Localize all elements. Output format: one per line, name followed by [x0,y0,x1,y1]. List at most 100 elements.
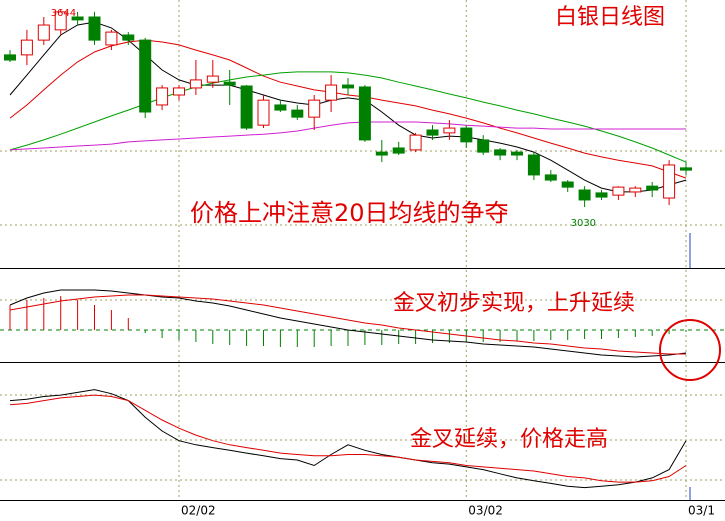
candle [257,95,270,129]
candle [122,32,135,45]
candle [460,125,473,148]
grid [0,150,725,501]
candle [173,85,185,101]
candle-body [443,127,456,134]
candle [629,186,642,198]
candle-body [578,189,591,201]
x-tick-label: 02/02 [181,504,216,518]
candle [544,170,557,182]
candle [308,95,321,130]
candle [375,139,388,163]
candle-body [37,24,50,41]
indicator-line [9,389,687,489]
candle-body [561,181,574,188]
candle [105,29,118,51]
candle-body [274,104,287,111]
candle-body [460,127,473,143]
candle [392,141,405,156]
candle [206,60,219,88]
candle-body [189,79,202,89]
candle [663,160,676,206]
candle [71,11,84,26]
candle-body [595,192,608,198]
candle [443,120,456,140]
candle-body [71,16,84,21]
candle-body [477,139,490,153]
candle [426,125,439,140]
candle-body [663,164,676,199]
x-tick-label: 03/02 [468,504,503,518]
annotation: 金叉延续，价格走高 [410,427,608,452]
candle-body [291,109,304,118]
indicator-line [9,121,686,151]
candle [511,149,523,161]
candle-body [342,84,354,89]
candle-body [206,75,219,83]
candle [595,190,608,200]
candle [342,77,354,96]
candle [223,69,236,105]
candle [561,180,574,192]
candle-body [358,86,371,141]
annotation: 金叉初步实现，上升延续 [393,291,635,316]
candle [358,85,371,142]
highlight-circle [659,319,721,381]
candle-body [511,151,523,156]
candle [37,17,50,45]
candle [240,85,253,130]
indicator-line [9,289,687,358]
candle-body [629,187,642,193]
candle [20,29,33,66]
candle-body [494,149,507,156]
candle [325,75,338,113]
candle [477,135,490,156]
candle-body [122,34,135,41]
candle [612,186,625,200]
candle [527,152,540,181]
candle [189,60,202,96]
candle-body [156,87,169,106]
candle-body [426,129,439,136]
candle-body [54,11,67,31]
candle-body [392,147,405,154]
candle-body [325,84,338,101]
candle [139,37,152,119]
candle-body [544,174,557,181]
candle [646,181,659,198]
candle [156,85,169,111]
indicator-line [9,394,687,483]
candle-body [88,16,101,41]
candle-body [139,39,152,113]
high-label: 3644 [51,8,76,19]
chart-title: 白银日线图 [555,5,665,30]
candle-body [240,85,253,129]
candle-body [375,151,388,156]
candle [578,186,591,208]
candle [88,11,101,45]
candle-body [612,186,625,196]
candle-body [223,81,236,86]
candle [409,132,422,153]
candle-body [409,134,422,151]
candle [274,100,287,113]
candle-body [646,185,659,191]
candle-body [20,39,33,56]
candle [494,147,507,161]
candle [291,104,304,121]
candle [4,50,16,62]
annotation: 价格上冲注意20日均线的争夺 [190,199,509,227]
candle-body [257,99,270,126]
indicator-line [9,71,687,163]
candle-body [680,167,692,171]
candle-body [308,99,321,118]
candle-body [105,31,118,46]
candle-body [527,154,540,176]
candle [54,9,67,35]
low-label: 3030 [571,218,596,229]
candle-body [4,54,16,61]
x-tick-label: 03/1 [688,504,715,518]
indicator-line [9,294,686,355]
